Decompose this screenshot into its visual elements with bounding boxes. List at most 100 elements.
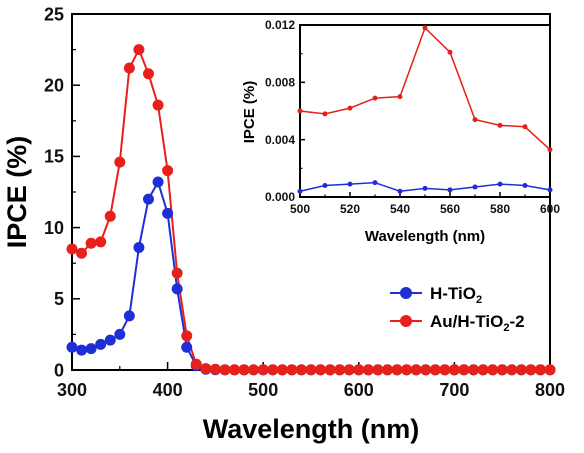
- main-series-1-point: [229, 364, 241, 376]
- main-series-1-point: [468, 364, 480, 376]
- main-series-0-point: [181, 341, 193, 353]
- main-y-tick-label: 5: [54, 289, 64, 309]
- inset-series-1-point: [547, 147, 553, 153]
- main-series-1-point: [534, 364, 546, 376]
- inset-x-tick-label: 580: [490, 202, 510, 216]
- inset-series-1-point: [297, 108, 303, 114]
- main-x-tick-label: 400: [153, 380, 183, 400]
- main-series-1-point: [353, 364, 365, 376]
- main-series-1-point: [458, 364, 470, 376]
- main-series-1-point: [200, 363, 212, 375]
- main-series-0-point: [104, 334, 116, 346]
- main-series-1-point: [334, 364, 346, 376]
- inset-series-1-point: [472, 117, 478, 123]
- inset-series-0-point: [397, 188, 403, 194]
- main-series-1-point: [152, 99, 164, 111]
- main-series-1-point: [401, 364, 413, 376]
- inset-x-tick-label: 500: [290, 202, 310, 216]
- main-y-tick-label: 15: [44, 147, 64, 167]
- main-series-1-point: [439, 364, 451, 376]
- inset-series-1-point: [322, 111, 328, 117]
- main-series-1-point: [267, 364, 279, 376]
- legend-marker-h-tio2: [400, 287, 412, 299]
- main-y-tick-label: 20: [44, 76, 64, 96]
- legend-label-h-tio2-sub: 2: [476, 294, 482, 306]
- main-series-1-point: [171, 267, 183, 279]
- main-series-line-0: [71, 179, 550, 371]
- main-series-1-point: [257, 364, 269, 376]
- main-series-1-point: [295, 364, 307, 376]
- inset-series-1-point: [497, 122, 503, 128]
- legend-item-au-h-tio2-2: Au/H-TiO2-2: [390, 312, 525, 334]
- inset-y-tick-label: 0.000: [265, 190, 295, 204]
- main-x-tick-label: 500: [248, 380, 278, 400]
- inset-series-1-point: [522, 124, 528, 130]
- main-series-1-point: [391, 364, 403, 376]
- inset-series-1-point: [397, 94, 403, 100]
- main-series-1-point: [362, 364, 374, 376]
- main-series-1-point: [123, 62, 135, 74]
- main-series-1-point: [544, 364, 556, 376]
- inset-x-tick-label: 560: [440, 202, 460, 216]
- main-y-tick-label: 10: [44, 218, 64, 238]
- legend: H-TiO2 Au/H-TiO2-2: [390, 284, 525, 334]
- main-series-1-point: [133, 44, 145, 56]
- main-y-axis-label: IPCE (%): [2, 136, 32, 249]
- main-series-1-point: [410, 364, 422, 376]
- main-y-tick-label: 0: [54, 360, 64, 380]
- inset-y-tick-label: 0.008: [265, 76, 295, 90]
- main-series-1-point: [190, 358, 202, 370]
- main-series-1-point: [324, 364, 336, 376]
- inset-series-0-point: [297, 188, 303, 194]
- main-series-1-point: [477, 364, 489, 376]
- main-series-1-point: [515, 364, 527, 376]
- main-series-0-point: [162, 207, 174, 219]
- main-series-1-point: [286, 364, 298, 376]
- main-series-1-point: [496, 364, 508, 376]
- inset-series: [297, 25, 553, 194]
- inset-series-1-point: [422, 25, 428, 31]
- inset-series-0-point: [472, 184, 478, 190]
- main-series-1-point: [487, 364, 499, 376]
- main-x-axis-label: Wavelength (nm): [203, 414, 420, 444]
- main-series-1-point: [104, 210, 116, 222]
- main-series-1-point: [162, 165, 174, 177]
- legend-marker-au-h-tio2-2: [400, 315, 412, 327]
- inset-ticks: 500 520 540 560 580 600 0.000 0.004 0.008 0.012: [265, 18, 560, 216]
- main-series-1-point: [381, 364, 393, 376]
- main-series-0-point: [66, 341, 78, 353]
- main-series-1-point: [209, 363, 221, 375]
- main-series-1-point: [448, 364, 460, 376]
- main-x-tick-label: 700: [439, 380, 469, 400]
- main-series: [66, 44, 556, 376]
- inset-series-1-point: [447, 49, 453, 55]
- main-series-1-point: [85, 237, 97, 249]
- inset-series-0-point: [522, 183, 528, 189]
- main-series-0-point: [95, 338, 107, 350]
- main-series-1-point: [142, 68, 154, 80]
- inset-series-0-point: [447, 187, 453, 193]
- main-series-1-point: [506, 364, 518, 376]
- legend-label-au-sub: 2: [503, 322, 509, 334]
- legend-label-au-h-tio2-2: Au/H-TiO2-2: [430, 312, 525, 334]
- legend-label-au-suffix: -2: [509, 312, 524, 331]
- main-series-1-point: [95, 236, 107, 248]
- main-series-0-point: [123, 310, 135, 322]
- main-x-tick-label: 600: [344, 380, 374, 400]
- main-series-1-point: [429, 364, 441, 376]
- inset-series-1-point: [372, 95, 378, 101]
- legend-item-h-tio2: H-TiO2: [390, 284, 482, 306]
- main-series-0-point: [76, 344, 88, 356]
- main-series-1-point: [305, 364, 317, 376]
- main-y-tick-label: 25: [44, 4, 64, 24]
- inset-series-1-point: [347, 105, 353, 111]
- inset-y-tick-label: 0.012: [265, 18, 295, 32]
- main-series-0-point: [85, 343, 97, 355]
- inset-series-0-point: [422, 185, 428, 191]
- main-series-0-point: [133, 242, 145, 254]
- inset-series-0-point: [347, 181, 353, 187]
- main-series-1-point: [66, 243, 78, 255]
- main-series-1-point: [343, 364, 355, 376]
- inset-x-tick-label: 520: [340, 202, 360, 216]
